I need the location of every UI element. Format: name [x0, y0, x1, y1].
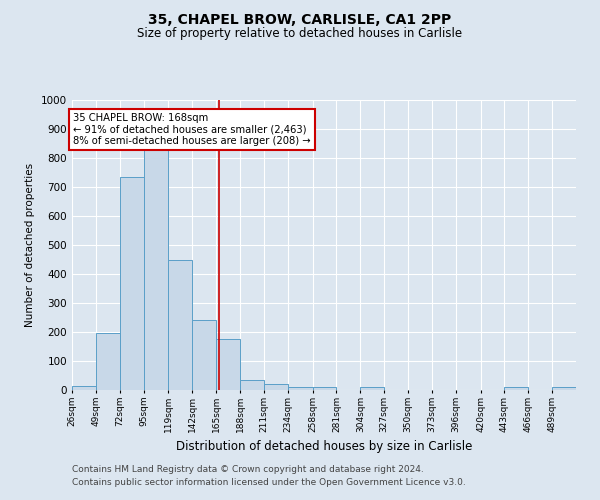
- Text: 35, CHAPEL BROW, CARLISLE, CA1 2PP: 35, CHAPEL BROW, CARLISLE, CA1 2PP: [148, 12, 452, 26]
- Text: 35 CHAPEL BROW: 168sqm
← 91% of detached houses are smaller (2,463)
8% of semi-d: 35 CHAPEL BROW: 168sqm ← 91% of detached…: [73, 113, 311, 146]
- Bar: [240, 380, 264, 390]
- Text: Size of property relative to detached houses in Carlisle: Size of property relative to detached ho…: [137, 28, 463, 40]
- Text: Contains HM Land Registry data © Crown copyright and database right 2024.: Contains HM Land Registry data © Crown c…: [72, 466, 424, 474]
- Bar: [143, 148, 169, 390]
- Bar: [288, 387, 313, 390]
- Bar: [169, 260, 192, 390]
- Bar: [72, 386, 96, 390]
- Bar: [360, 387, 384, 390]
- Bar: [313, 387, 337, 390]
- Text: Contains public sector information licensed under the Open Government Licence v3: Contains public sector information licen…: [72, 478, 466, 487]
- Bar: [505, 387, 528, 390]
- Bar: [216, 339, 240, 390]
- Bar: [192, 320, 216, 390]
- Bar: [264, 384, 288, 390]
- Y-axis label: Number of detached properties: Number of detached properties: [25, 163, 35, 327]
- X-axis label: Distribution of detached houses by size in Carlisle: Distribution of detached houses by size …: [176, 440, 472, 454]
- Bar: [96, 334, 120, 390]
- Bar: [552, 387, 576, 390]
- Bar: [120, 177, 143, 390]
